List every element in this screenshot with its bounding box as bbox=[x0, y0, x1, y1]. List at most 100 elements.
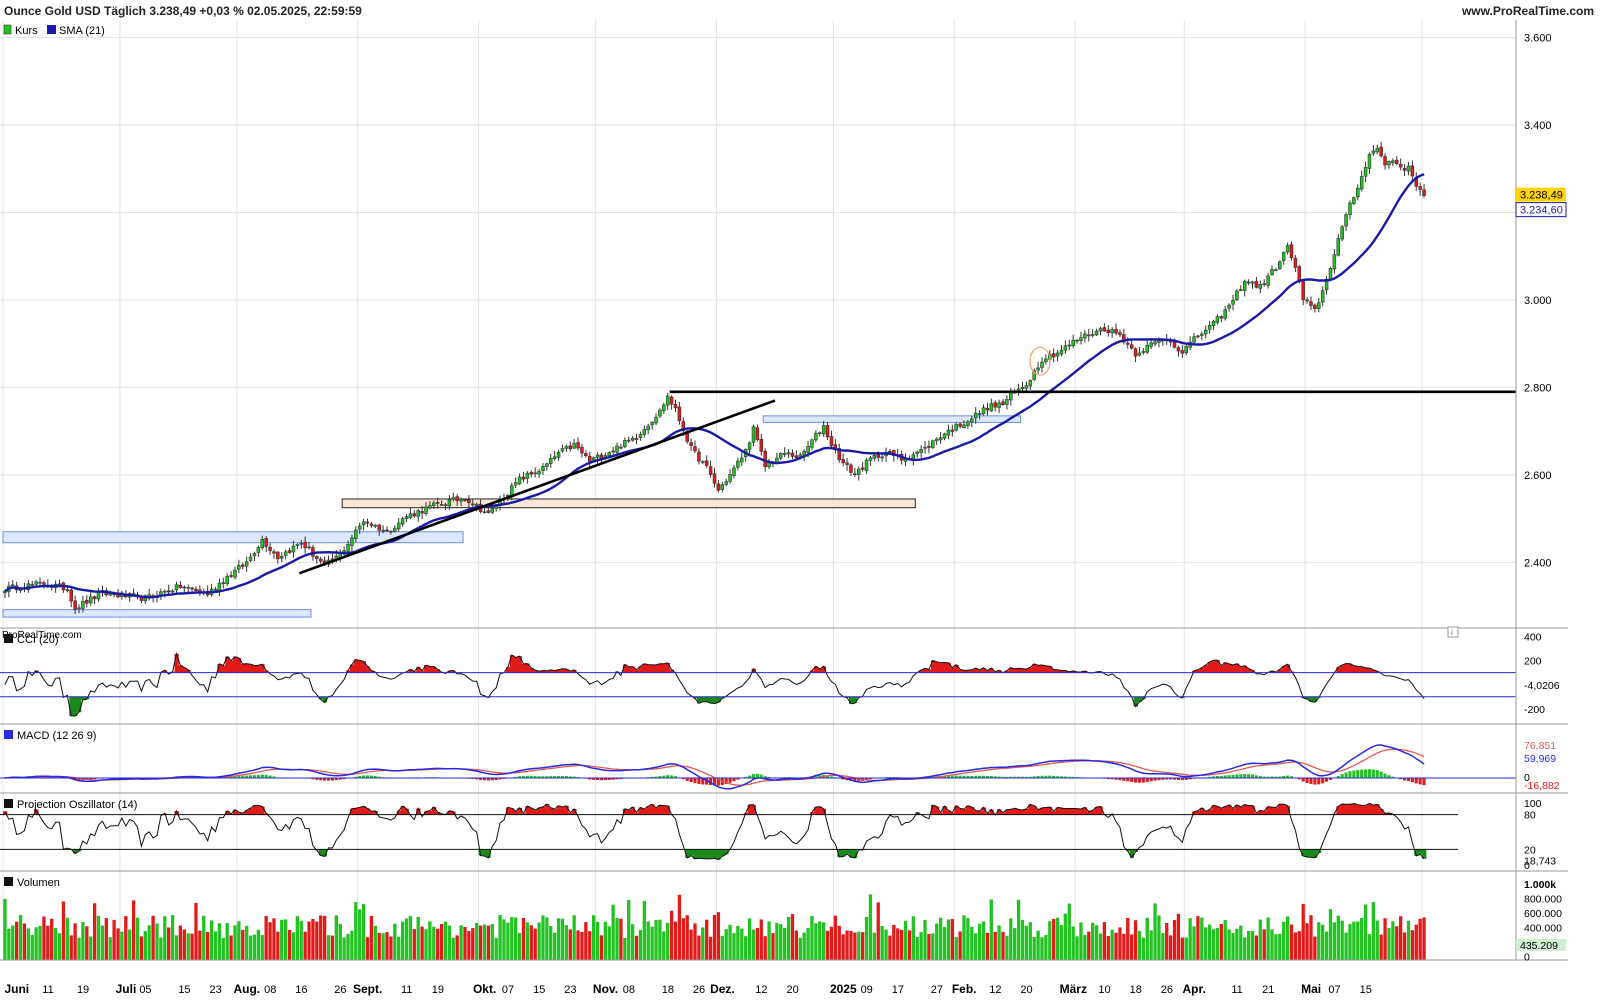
x-label-36: Apr. bbox=[1183, 982, 1206, 996]
provider-url[interactable]: www.ProRealTime.com bbox=[1461, 4, 1594, 18]
candle-body-199 bbox=[779, 452, 783, 459]
candle-body-19 bbox=[77, 607, 81, 610]
proj-over-fill-352 bbox=[1375, 804, 1380, 815]
proj-over-fill-63 bbox=[248, 808, 253, 815]
macd-line bbox=[4, 744, 1425, 790]
proj-over-fill-208 bbox=[813, 807, 819, 815]
candle-body-147 bbox=[576, 442, 580, 449]
candle-body-300 bbox=[1172, 341, 1177, 348]
macd-hist-289 bbox=[1130, 778, 1134, 782]
macd-hist-187 bbox=[732, 778, 736, 782]
volume-bar-86 bbox=[338, 923, 342, 960]
volume-bar-46 bbox=[182, 929, 186, 960]
candle-body-283 bbox=[1106, 329, 1111, 334]
candle-body-271 bbox=[1059, 349, 1064, 355]
volume-bar-109 bbox=[428, 921, 432, 960]
cci-overbought-fill-66 bbox=[260, 664, 265, 673]
candle-body-289 bbox=[1129, 344, 1134, 349]
macd-hist-345 bbox=[1348, 771, 1352, 778]
volume-bar-336 bbox=[1313, 936, 1317, 960]
volume-bar-136 bbox=[533, 928, 537, 960]
cci-overbought-fill-258 bbox=[1008, 667, 1014, 673]
candle-body-322 bbox=[1258, 283, 1263, 289]
macd-hist-257 bbox=[1005, 776, 1009, 778]
volume-bar-333 bbox=[1301, 903, 1305, 960]
candle-body-120 bbox=[471, 503, 475, 506]
macd-hist-336 bbox=[1313, 778, 1317, 785]
cci-overbought-fill-145 bbox=[568, 671, 573, 673]
volume-bar-212 bbox=[829, 926, 834, 960]
volume-bar-63 bbox=[248, 935, 253, 960]
macd-hist-186 bbox=[728, 778, 732, 783]
proj-value-label: 18,743 bbox=[1524, 855, 1556, 867]
volume-bar-167 bbox=[654, 919, 658, 960]
proj-over-fill-278 bbox=[1086, 811, 1092, 815]
candle-body-54 bbox=[213, 588, 218, 591]
volume-bar-282 bbox=[1102, 922, 1107, 960]
macd-hist-346 bbox=[1352, 770, 1356, 778]
candle-body-219 bbox=[856, 468, 861, 475]
macd-hist-178 bbox=[697, 778, 701, 785]
candle-body-347 bbox=[1356, 187, 1360, 198]
candle-body-101 bbox=[396, 522, 401, 530]
proj-under-fill-364 bbox=[1422, 849, 1427, 859]
candle-body-149 bbox=[584, 453, 588, 456]
x-label-34: 18 bbox=[1130, 984, 1142, 996]
volume-bar-96 bbox=[377, 932, 381, 960]
macd-hist-193 bbox=[755, 773, 759, 778]
macd-hist-358 bbox=[1399, 778, 1403, 780]
x-label-15: 07 bbox=[502, 984, 514, 996]
candle-body-319 bbox=[1246, 281, 1251, 284]
cci-overbought-fill-247 bbox=[965, 670, 971, 673]
proj-over-fill-315 bbox=[1231, 808, 1236, 815]
proj-over-fill-135 bbox=[529, 807, 534, 815]
cci-oversold-fill-183 bbox=[716, 696, 721, 703]
volume-bar-286 bbox=[1118, 927, 1122, 960]
x-label-38: 21 bbox=[1262, 984, 1274, 996]
volume-bar-11 bbox=[46, 925, 50, 960]
sma-value-label: 3.234,60 bbox=[1520, 205, 1563, 217]
volume-bar-364 bbox=[1422, 917, 1426, 960]
cci-overbought-fill-141 bbox=[552, 670, 558, 673]
macd-hist-241 bbox=[942, 775, 947, 778]
candle-body-331 bbox=[1293, 257, 1298, 268]
macd-hist-133 bbox=[521, 776, 526, 778]
volume-bar-255 bbox=[997, 925, 1001, 960]
macd-hist-190 bbox=[744, 776, 748, 778]
candle-body-160 bbox=[626, 439, 631, 442]
cci-overbought-fill-94 bbox=[369, 670, 374, 673]
macd-hist-132 bbox=[518, 776, 522, 778]
cci-overbought-fill-143 bbox=[560, 668, 565, 673]
volume-bar-98 bbox=[385, 932, 389, 960]
candle-body-121 bbox=[474, 503, 479, 507]
cci-overbought-fill-61 bbox=[240, 664, 246, 673]
volume-bar-159 bbox=[623, 937, 627, 960]
candle-body-16 bbox=[65, 589, 70, 591]
price-tick-4: 2.800 bbox=[1524, 382, 1552, 394]
macd-hist-151 bbox=[592, 778, 596, 780]
proj-over-fill-349 bbox=[1363, 805, 1368, 815]
candle-body-90 bbox=[354, 529, 358, 539]
macd-hist-260 bbox=[1017, 776, 1021, 778]
candle-body-193 bbox=[755, 427, 760, 440]
volume-bar-125 bbox=[490, 924, 494, 960]
x-label-5: 15 bbox=[178, 984, 190, 996]
volume-bar-141 bbox=[553, 932, 557, 960]
proj-over-fill-308 bbox=[1203, 811, 1209, 815]
candle-body-195 bbox=[763, 450, 767, 467]
volume-bar-310 bbox=[1211, 929, 1216, 960]
volume-bar-330 bbox=[1289, 924, 1294, 960]
macd-hist-91 bbox=[358, 775, 362, 778]
candle-body-43 bbox=[170, 590, 175, 593]
macd-hist-342 bbox=[1336, 775, 1340, 778]
cci-overbought-fill-90 bbox=[353, 659, 359, 673]
macd-hist-90 bbox=[354, 776, 358, 778]
candle-body-187 bbox=[732, 467, 736, 477]
candle-body-196 bbox=[767, 462, 771, 468]
drawn-trendlines[interactable] bbox=[298, 346, 1516, 575]
macd-hist-327 bbox=[1278, 776, 1282, 778]
x-label-24: 20 bbox=[786, 984, 798, 996]
volume-bar-256 bbox=[1001, 931, 1005, 960]
proj-over-fill-140 bbox=[548, 807, 554, 815]
